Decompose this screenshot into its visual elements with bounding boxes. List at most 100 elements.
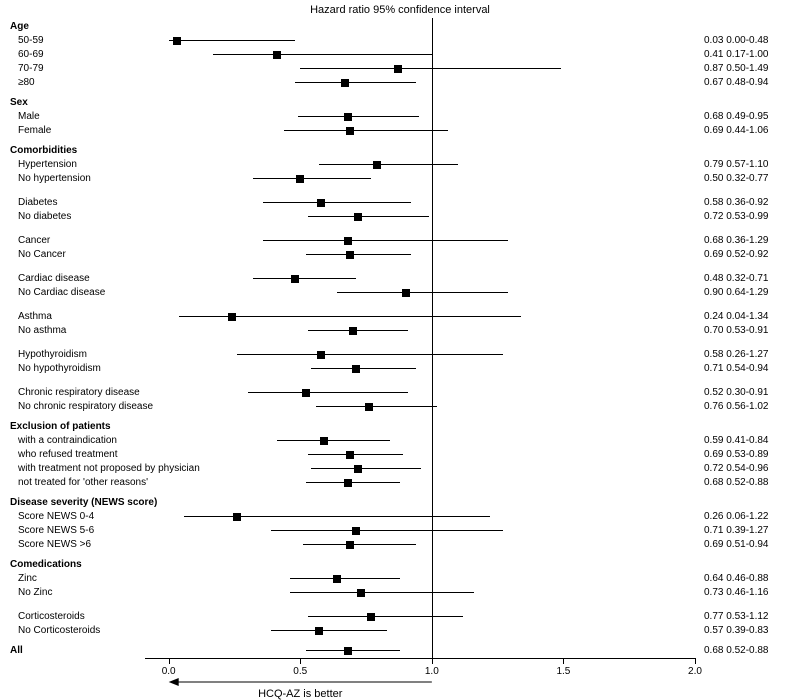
row-label: Female — [18, 124, 228, 138]
row-value: 0.67 0.48-0.94 — [704, 76, 794, 90]
hr-marker — [344, 647, 352, 655]
group-header: Comorbidities — [0, 144, 800, 158]
forest-row: ≥800.67 0.48-0.94 — [0, 76, 800, 90]
hr-marker — [333, 575, 341, 583]
forest-row: No Zinc0.73 0.46-1.16 — [0, 586, 800, 600]
hr-marker — [320, 437, 328, 445]
row-label: No hypertension — [18, 172, 228, 186]
row-label: Hypothyroidism — [18, 348, 228, 362]
hr-marker — [341, 79, 349, 87]
hr-marker — [346, 451, 354, 459]
group-header-label: Comedications — [10, 558, 220, 572]
ci-line — [253, 278, 356, 279]
forest-row: Cancer0.68 0.36-1.29 — [0, 234, 800, 248]
ci-line — [308, 616, 463, 617]
row-label: No hypothyroidism — [18, 362, 228, 376]
row-label: Hypertension — [18, 158, 228, 172]
forest-row: Zinc0.64 0.46-0.88 — [0, 572, 800, 586]
ci-line — [253, 178, 371, 179]
hr-marker — [296, 175, 304, 183]
ci-line — [308, 216, 429, 217]
forest-row: No Cancer 0.69 0.52-0.92 — [0, 248, 800, 262]
row-value: 0.69 0.44-1.06 — [704, 124, 794, 138]
hr-marker — [233, 513, 241, 521]
hr-marker — [349, 327, 357, 335]
group-header-label: Age — [10, 20, 220, 34]
row-label: Score NEWS >6 — [18, 538, 228, 552]
forest-plot: Hazard ratio 95% confidence interval Age… — [0, 0, 800, 699]
row-value: 0.24 0.04-1.34 — [704, 310, 794, 324]
forest-row: Hypertension0.79 0.57-1.10 — [0, 158, 800, 172]
forest-row: Score NEWS >60.69 0.51-0.94 — [0, 538, 800, 552]
row-value: 0.03 0.00-0.48 — [704, 34, 794, 48]
plot-area: Age50-590.03 0.00-0.4860-690.41 0.17-1.0… — [0, 18, 800, 658]
ci-line — [308, 330, 408, 331]
hr-marker — [344, 237, 352, 245]
hr-marker — [346, 541, 354, 549]
x-tick — [169, 658, 170, 664]
forest-row: No asthma0.70 0.53-0.91 — [0, 324, 800, 338]
row-value: 0.64 0.46-0.88 — [704, 572, 794, 586]
ci-line — [306, 254, 411, 255]
group-header-label: Disease severity (NEWS score) — [10, 496, 220, 510]
row-label: 60-69 — [18, 48, 228, 62]
ci-line — [295, 82, 416, 83]
hr-marker — [346, 251, 354, 259]
row-label: with a contraindication — [18, 434, 228, 448]
x-axis — [145, 658, 695, 659]
ci-line — [337, 292, 508, 293]
row-label: No Corticosteroids — [18, 624, 228, 638]
row-label: with treatment not proposed by physician — [18, 462, 228, 476]
hr-marker — [317, 199, 325, 207]
row-value: 0.48 0.32-0.71 — [704, 272, 794, 286]
forest-row: No diabetes0.72 0.53-0.99 — [0, 210, 800, 224]
row-label: Cardiac disease — [18, 272, 228, 286]
hr-marker — [228, 313, 236, 321]
ci-line — [184, 516, 489, 517]
row-value: 0.50 0.32-0.77 — [704, 172, 794, 186]
hr-marker — [352, 527, 360, 535]
group-header-label: All — [10, 644, 220, 658]
forest-row: 70-79 0.87 0.50-1.49 — [0, 62, 800, 76]
group-header-label: Sex — [10, 96, 220, 110]
forest-row: who refused treatment0.69 0.53-0.89 — [0, 448, 800, 462]
row-value: 0.58 0.36-0.92 — [704, 196, 794, 210]
row-label: Corticosteroids — [18, 610, 228, 624]
row-label: No Cancer — [18, 248, 228, 262]
hr-marker — [354, 465, 362, 473]
row-label: No chronic respiratory disease — [18, 400, 228, 414]
row-label: who refused treatment — [18, 448, 228, 462]
row-value: 0.72 0.54-0.96 — [704, 462, 794, 476]
ci-line — [290, 578, 401, 579]
hr-marker — [173, 37, 181, 45]
hr-marker — [365, 403, 373, 411]
ci-line — [263, 240, 508, 241]
row-value: 0.68 0.49-0.95 — [704, 110, 794, 124]
row-value: 0.69 0.52-0.92 — [704, 248, 794, 262]
hr-marker — [373, 161, 381, 169]
ci-line — [298, 116, 419, 117]
chart-title: Hazard ratio 95% confidence interval — [0, 4, 800, 16]
hr-marker — [394, 65, 402, 73]
row-value: 0.68 0.52-0.88 — [704, 644, 794, 658]
ci-line — [306, 482, 401, 483]
hr-marker — [346, 127, 354, 135]
hr-marker — [317, 351, 325, 359]
ci-line — [263, 202, 410, 203]
x-tick — [300, 658, 301, 664]
axis-label: HCQ-AZ is better — [169, 688, 432, 700]
forest-row: Score NEWS 5-60.71 0.39-1.27 — [0, 524, 800, 538]
hr-marker — [357, 589, 365, 597]
row-value: 0.73 0.46-1.16 — [704, 586, 794, 600]
row-value: 0.87 0.50-1.49 — [704, 62, 794, 76]
row-label: No Cardiac disease — [18, 286, 228, 300]
row-value: 0.26 0.06-1.22 — [704, 510, 794, 524]
forest-row: No chronic respiratory disease0.76 0.56-… — [0, 400, 800, 414]
ci-line — [290, 592, 474, 593]
row-label: 70-79 — [18, 62, 228, 76]
group-header: Sex — [0, 96, 800, 110]
row-label: Male — [18, 110, 228, 124]
forest-row: Score NEWS 0-40.26 0.06-1.22 — [0, 510, 800, 524]
ci-line — [213, 54, 431, 55]
forest-row: Chronic respiratory disease0.52 0.30-0.9… — [0, 386, 800, 400]
